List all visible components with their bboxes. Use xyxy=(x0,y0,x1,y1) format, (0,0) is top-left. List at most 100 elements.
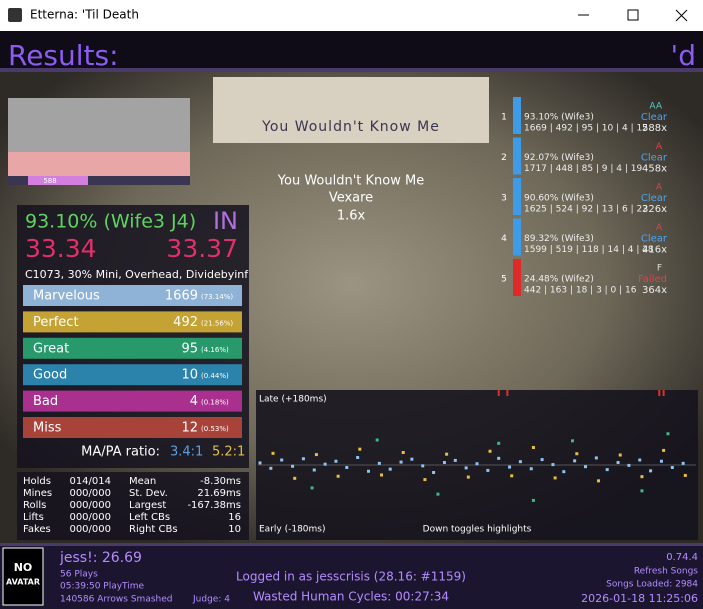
score-grade: AA xyxy=(649,102,662,112)
offset-dot xyxy=(683,473,687,477)
judgment-bar xyxy=(23,417,242,438)
offset-dot xyxy=(497,441,501,445)
score-combo: 416x xyxy=(642,245,667,256)
judgment-label: Perfect xyxy=(33,315,79,330)
version: 0.74.4 xyxy=(666,552,698,563)
score-combo: 458x xyxy=(642,164,667,175)
offset-dot xyxy=(466,475,470,479)
offset-dot xyxy=(271,451,275,455)
score-clear: Clear xyxy=(641,153,668,164)
score-rank: 2 xyxy=(501,153,507,163)
judgment-percent: (21.56%) xyxy=(201,319,233,327)
judgment-count: 95 xyxy=(181,341,198,356)
maximize-button[interactable] xyxy=(627,9,639,21)
judgment-bar xyxy=(23,364,242,386)
offset-dot xyxy=(291,464,295,468)
plays: 56 Plays xyxy=(60,570,98,580)
offset-dot xyxy=(666,432,670,436)
header xyxy=(0,31,703,70)
offset-dot xyxy=(436,492,440,496)
offset-dot xyxy=(510,474,514,478)
offset-dot xyxy=(375,438,379,442)
offset-dot xyxy=(518,460,522,464)
offset-dot xyxy=(649,469,653,473)
judgment-count: 492 xyxy=(173,315,198,330)
footer-rule xyxy=(0,543,703,546)
offset-dot xyxy=(573,459,577,463)
offset-dot xyxy=(475,462,479,466)
score-clear: Clear xyxy=(641,193,668,204)
stat-label: Holds xyxy=(23,476,51,487)
close-button[interactable] xyxy=(675,9,688,22)
score-bar[interactable] xyxy=(513,259,521,296)
judgment-label: Miss xyxy=(33,421,62,436)
score-percent: 89.32% (Wife3) xyxy=(524,234,594,244)
offset-dot xyxy=(627,463,631,467)
offset-dot xyxy=(367,469,370,473)
offset-dot xyxy=(301,457,305,461)
score-rank: 4 xyxy=(501,234,507,244)
offset-dot xyxy=(553,476,557,480)
judgment-percent: (0.53%) xyxy=(201,425,229,433)
score-bar[interactable] xyxy=(513,97,521,134)
stat-value: 16 xyxy=(228,512,241,523)
judgment-bar xyxy=(23,337,242,359)
offset-dot xyxy=(280,458,284,462)
clock: 2026-01-18 11:25:06 xyxy=(581,592,698,605)
stat-value: 000/000 xyxy=(69,524,111,535)
combo-bar xyxy=(28,176,88,185)
offset-dot xyxy=(358,447,362,451)
offset-dot xyxy=(531,498,535,502)
score-grade: A xyxy=(656,223,663,233)
score-grade: A xyxy=(656,183,663,193)
offset-dot xyxy=(640,489,644,493)
offset-dot xyxy=(662,448,666,452)
score-clear: Clear xyxy=(641,234,668,245)
judgment-bar xyxy=(23,285,242,306)
score-bar[interactable] xyxy=(513,218,521,256)
app-icon xyxy=(8,8,22,22)
stat-label: Mean xyxy=(129,476,156,487)
judgment-percent: (73.14%) xyxy=(201,293,233,301)
offset-dot xyxy=(575,452,579,456)
offset-dot xyxy=(336,474,340,478)
score-percent: 93.10% (Wife3 J4) xyxy=(25,211,196,233)
pa-ratio: 5.2:1 xyxy=(212,445,245,460)
stat-value: 014/014 xyxy=(69,476,111,487)
arrows: 140586 Arrows Smashed xyxy=(60,595,172,605)
stat-value: 000/000 xyxy=(69,512,111,523)
score-rank: 1 xyxy=(501,113,507,123)
score-judgments: 1669 | 492 | 95 | 10 | 4 | 12 xyxy=(524,124,648,134)
footer xyxy=(0,545,703,609)
offset-dot xyxy=(562,470,566,474)
score-percent: 92.07% (Wife3) xyxy=(524,153,594,163)
judgment-count: 10 xyxy=(181,368,198,383)
ssr: 33.37 xyxy=(166,234,238,263)
msd: 33.34 xyxy=(25,234,97,263)
score-judgments: 1599 | 519 | 118 | 14 | 4 | 28 xyxy=(524,245,654,255)
offset-dot xyxy=(314,453,318,457)
offset-dot xyxy=(323,462,327,466)
score-combo: 588x xyxy=(642,123,667,134)
stat-label: Left CBs xyxy=(129,512,170,523)
offset-dot xyxy=(670,466,674,469)
score-percent: 24.48% (Wife2) xyxy=(524,275,594,285)
life-graph-base xyxy=(8,176,190,185)
stat-label: Mines xyxy=(23,488,52,499)
offset-dot xyxy=(659,459,663,463)
avatar[interactable] xyxy=(2,547,44,606)
offset-dot xyxy=(570,439,574,443)
score-bar[interactable] xyxy=(513,178,521,215)
song-title: You Wouldn't Know Me xyxy=(277,174,424,189)
score-bar[interactable] xyxy=(513,137,521,175)
logo: 'd xyxy=(671,39,696,72)
plot-hint: Down toggles highlights xyxy=(423,525,532,535)
songs-loaded: Songs Loaded: 2984 xyxy=(606,580,698,590)
song-artist: Vexare xyxy=(329,191,373,206)
refresh-songs[interactable]: Refresh Songs xyxy=(634,567,698,577)
judge: Judge: 4 xyxy=(192,595,230,605)
offset-dot xyxy=(388,467,392,471)
score-clear: Clear xyxy=(641,112,668,123)
stat-label: Lifts xyxy=(23,512,44,523)
